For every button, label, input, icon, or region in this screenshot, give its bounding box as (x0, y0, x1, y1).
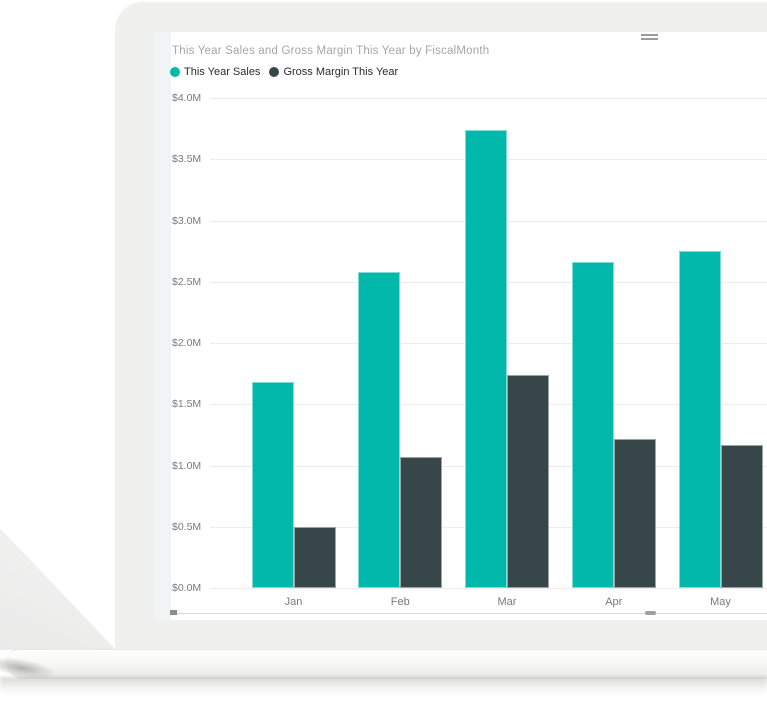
bar-gross-margin-this-year-mar[interactable] (507, 374, 549, 588)
x-scrollbar-thumb[interactable] (645, 611, 656, 615)
gridline (210, 98, 767, 99)
x-axis-tick-label: May (710, 596, 731, 608)
chart-title: This Year Sales and Gross Margin This Ye… (172, 45, 490, 57)
bar-gross-margin-this-year-jan[interactable] (293, 526, 336, 588)
legend-dot-icon (269, 67, 280, 77)
x-axis-tick-label: Apr (605, 596, 623, 608)
bar-this-year-sales-may[interactable] (678, 251, 721, 588)
legend-item-gross-margin-this-year[interactable]: Gross Margin This Year (269, 66, 398, 78)
x-scrollbar-track (170, 613, 767, 614)
y-axis-tick-label: $1.0M (172, 459, 202, 472)
legend-item-this-year-sales[interactable]: This Year Sales (170, 66, 260, 78)
chart-legend: This Year Sales Gross Margin This Year (170, 66, 398, 78)
legend-dot-icon (170, 67, 180, 77)
grab-handle-line (641, 38, 658, 40)
grab-handle-line (641, 34, 658, 36)
laptop-cast-shadow (0, 528, 116, 650)
y-axis-tick-label: $2.5M (172, 275, 202, 288)
bar-gross-margin-this-year-may[interactable] (720, 444, 763, 588)
laptop-screen-content (155, 32, 767, 620)
bar-this-year-sales-jan[interactable] (251, 382, 294, 588)
x-axis-tick-label: Feb (390, 596, 410, 608)
legend-label: Gross Margin This Year (283, 66, 399, 78)
bar-this-year-sales-mar[interactable] (465, 129, 507, 588)
bar-gross-margin-this-year-feb[interactable] (400, 456, 443, 588)
y-axis-tick-label: $3.5M (172, 153, 202, 166)
bar-this-year-sales-feb[interactable] (358, 271, 401, 588)
y-axis-tick-label: $1.5M (172, 398, 202, 411)
laptop-base-shadow (0, 677, 767, 696)
y-axis-tick-label: $4.0M (172, 92, 202, 104)
x-scrollbar-left-nub[interactable] (170, 610, 177, 615)
grab-handle-icon[interactable] (641, 32, 658, 42)
y-axis-tick-label: $3.0M (172, 214, 202, 227)
legend-label: This Year Sales (184, 66, 261, 78)
y-axis-tick-label: $0.5M (172, 520, 202, 533)
laptop-base (6, 649, 767, 679)
x-axis-tick-label: Mar (497, 596, 517, 608)
gridline (210, 588, 767, 589)
x-axis-tick-label: Jan (284, 596, 303, 608)
y-axis-tick-label: $2.0M (172, 337, 202, 349)
bar-this-year-sales-apr[interactable] (571, 262, 614, 588)
y-axis-tick-label: $0.0M (172, 582, 202, 594)
report-canvas-edge (155, 32, 171, 620)
bar-gross-margin-this-year-apr[interactable] (613, 438, 656, 588)
